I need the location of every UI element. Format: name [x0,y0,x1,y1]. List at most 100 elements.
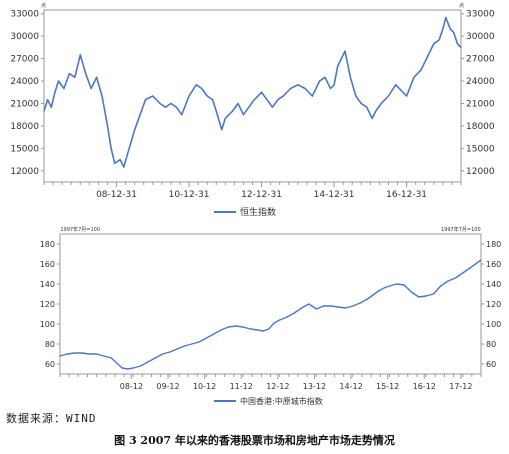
x-tick-label: 12-12-31 [241,190,282,200]
data-point [139,365,142,367]
data-point [206,95,208,97]
data-point [425,295,427,297]
data-point [282,95,284,97]
data-point [63,87,65,90]
data-point [377,290,380,292]
data-point [220,329,222,331]
data-point [427,54,429,56]
x-tick-label: 13-12 [303,382,326,391]
data-point [123,166,125,168]
data-point [420,69,422,71]
x-tick-label: 15-12 [376,382,399,391]
data-point [293,312,295,314]
data-point [198,341,200,343]
data-point [159,102,161,105]
data-point [375,110,377,112]
data-point [360,102,362,105]
data-point [337,65,339,67]
data-point [388,285,391,287]
data-point [266,99,268,101]
data-point [119,158,121,161]
x-tick-label: 08-12 [120,382,143,391]
data-point [110,357,112,359]
data-point [106,125,109,127]
y-tick-label-right: 21000 [466,99,495,109]
data-point [139,114,141,116]
y-tick-label-right: 100 [486,320,501,329]
data-point [301,307,303,309]
data-point [474,263,477,265]
data-point [68,72,70,75]
unit-marker-right: 1997年7月=100 [441,226,481,233]
y-tick-label-left: 180 [40,240,55,249]
hsi-chart: 12000 12000 15000 15000 18000 18000 21000 21000… [10,3,495,218]
data-point [59,355,61,357]
data-point [442,28,444,30]
data-point [395,84,397,86]
unit-marker-left: 点 [41,3,46,9]
data-point [176,348,178,350]
data-point [453,31,455,34]
data-point [366,106,368,108]
data-point [449,28,451,30]
y-tick-label-left: 15000 [10,144,39,154]
data-point [315,308,317,310]
data-point [456,43,458,45]
data-point [387,95,390,97]
y-tick-label-right: 30000 [466,32,495,42]
y-tick-label-right: 140 [486,280,501,289]
data-point [57,80,60,82]
data-point [286,316,288,318]
data-point [447,280,449,282]
y-tick-label-right: 160 [486,260,501,269]
data-point [413,76,415,78]
data-point [134,129,136,131]
data-point [81,352,83,354]
data-point [191,343,193,345]
x-tick-label: 16-12-31 [386,190,427,200]
property-index-chart: 60 60 80 80 100 100 120 120 140 140 160 160 180 180 08… [40,226,502,406]
data-point [329,87,332,90]
x-tick-label: 10-12 [193,382,216,391]
data-point [181,114,183,116]
data-point [410,291,413,293]
data-point [227,326,229,328]
data-point [154,357,156,359]
data-point [438,39,440,41]
data-point [96,353,98,355]
data-point [90,87,92,90]
unit-marker-left: 1997年7月=100 [60,226,100,233]
data-point [79,54,81,56]
x-tick-label: 14-12 [339,382,362,391]
y-tick-label-right: 33000 [466,10,495,20]
data-point [161,353,164,355]
data-point [460,46,462,48]
data-point [268,328,270,330]
data-point [237,102,239,105]
data-point [308,303,310,305]
data-point [224,117,226,120]
data-point [318,80,321,82]
data-point [164,106,167,108]
data-point [249,328,251,330]
data-point [175,106,177,108]
data-point [110,147,112,149]
data-point [440,285,442,287]
data-point [344,50,346,52]
data-point [253,99,255,101]
data-point [188,95,190,97]
y-tick-label-left: 80 [45,340,55,349]
data-point [213,333,215,335]
data-point [257,329,259,331]
data-point [95,76,98,78]
data-point [242,326,244,328]
data-point [50,106,52,108]
property-plot-area: 60 60 80 80 100 100 120 120 140 140 160 160 180 180 08… [40,226,502,406]
data-point [469,267,471,269]
data-point [277,99,279,101]
data-point [128,147,130,149]
data-point [132,367,134,369]
data-point [462,272,464,274]
y-tick-label-left: 100 [40,320,55,329]
data-point [445,16,447,19]
